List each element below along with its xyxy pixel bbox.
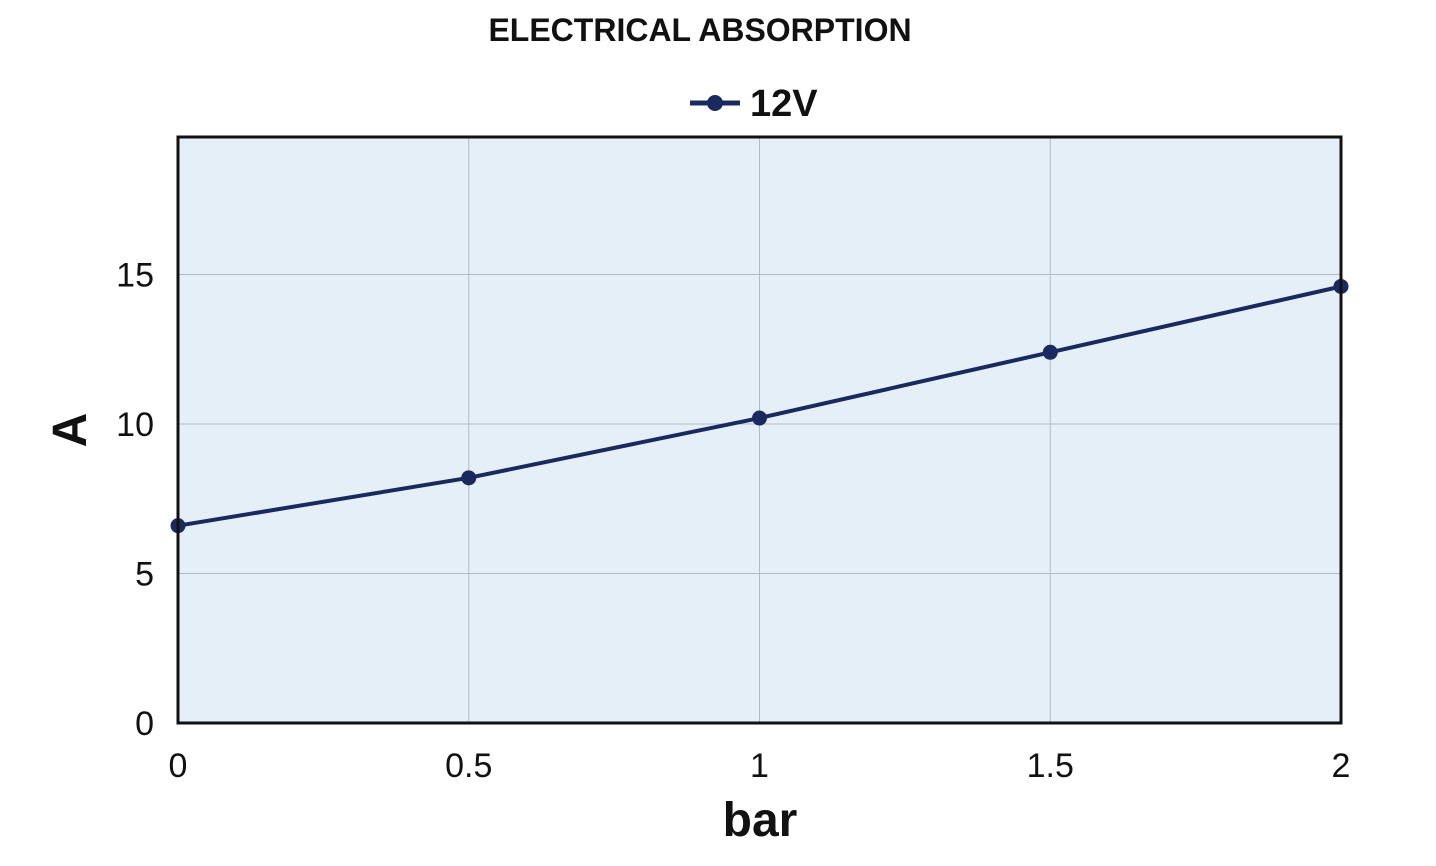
data-point-0-2	[752, 410, 767, 426]
legend-label-12v: 12V	[750, 83, 818, 125]
x-axis-label: bar	[723, 794, 798, 847]
legend: 12V	[690, 83, 818, 125]
chart-title: ELECTRICAL ABSORPTION	[488, 12, 911, 48]
plot-frame	[176, 135, 1343, 725]
x-tick-label-3: 1.5	[1027, 747, 1074, 785]
y-tick-label-3: 15	[116, 257, 154, 295]
data-point-0-1	[461, 470, 477, 486]
y-tick-label-0: 0	[135, 705, 154, 743]
x-tick-label-0: 0	[169, 747, 188, 785]
x-tick-label-1: 0.5	[445, 747, 492, 785]
y-tick-label-1: 5	[135, 556, 154, 594]
x-tick-label-4: 2	[1332, 747, 1351, 785]
y-axis-ticks: 0 5 10 15	[116, 257, 154, 743]
x-axis-ticks: 0 0.5 1 1.5 2	[169, 747, 1351, 785]
y-axis-label: A	[44, 413, 97, 448]
data-point-0-3	[1042, 344, 1058, 360]
y-tick-label-2: 10	[116, 406, 154, 444]
legend-marker-12v	[707, 95, 723, 111]
x-tick-label-2: 1	[750, 747, 769, 785]
